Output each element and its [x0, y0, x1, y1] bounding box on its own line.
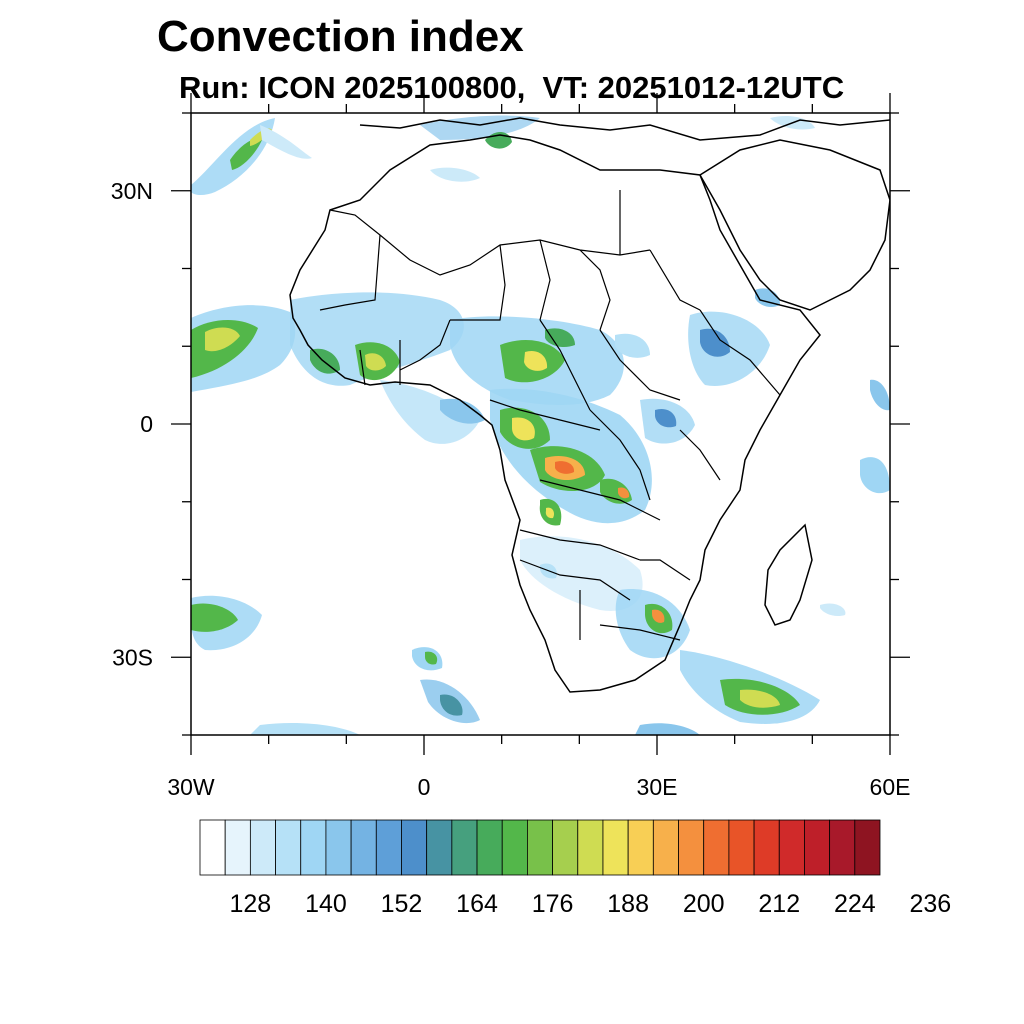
colorbar-swatch [224, 819, 251, 876]
colorbar-swatch [199, 819, 226, 876]
field-patch [250, 723, 360, 735]
madagascar-coastline [764, 523, 813, 626]
convection-field [191, 115, 890, 735]
colorbar-swatch [426, 819, 453, 876]
colorbar-swatch [602, 819, 629, 876]
field-patch [524, 350, 548, 371]
field-patch [615, 333, 650, 358]
europe-coastline [359, 117, 890, 141]
x-tick-label: 60E [870, 774, 911, 800]
africa-coastline [289, 134, 821, 693]
colorbar-swatch [527, 819, 553, 876]
coastlines [289, 117, 890, 693]
field-patch [700, 328, 730, 357]
colorbar-label: 236 [910, 890, 952, 918]
colorbar-swatch [728, 819, 755, 876]
chart-subtitle: Run: ICON 2025100800, VT: 20251012-12UTC [179, 70, 845, 105]
colorbar-label: 128 [230, 890, 272, 918]
arabia-coastline [698, 139, 890, 311]
axis-ticks: 30W 0 30E 60E 30N 0 30S [111, 93, 911, 800]
colorbar-swatch [375, 819, 402, 876]
field-patch [191, 603, 238, 632]
x-tick-label: 30W [167, 774, 215, 800]
y-tick-label: 30N [111, 178, 153, 204]
field-patch [870, 379, 890, 411]
field-patch [260, 125, 312, 159]
colorbar-label: 224 [834, 890, 876, 918]
x-tick-label: 30E [637, 774, 678, 800]
field-patch [520, 536, 643, 611]
colorbar-swatch [552, 819, 579, 876]
colorbar-label: 200 [683, 890, 725, 918]
colorbar-swatch [325, 819, 352, 876]
field-patch [545, 507, 555, 519]
colorbar-swatch [627, 819, 654, 876]
colorbar-swatch [451, 819, 478, 876]
colorbar-swatch [829, 819, 856, 876]
colorbar-swatch [476, 819, 503, 876]
field-patch [440, 398, 485, 424]
chart-title: Convection index [157, 12, 524, 61]
colorbar-swatch [804, 819, 831, 876]
colorbar-swatch [577, 819, 604, 876]
y-tick-label: 30S [112, 644, 153, 670]
colorbar-swatch [854, 819, 881, 876]
y-tick-label: 0 [140, 411, 153, 437]
field-patch [652, 609, 665, 623]
field-patch [555, 461, 575, 474]
colorbar-label: 152 [381, 890, 423, 918]
colorbar-swatch [249, 819, 276, 876]
country-borders [319, 190, 781, 641]
colorbar-swatch [350, 819, 377, 876]
field-patch [635, 723, 700, 735]
colorbar-swatch [778, 819, 805, 876]
field-patch [420, 115, 540, 140]
field-patch [820, 603, 846, 617]
field-patch [365, 353, 386, 371]
colorbar-swatch [401, 819, 428, 876]
field-patch [380, 380, 480, 444]
x-tick-label: 0 [418, 774, 431, 800]
colorbar-label: 212 [758, 890, 800, 918]
field-patch [430, 167, 480, 182]
field-patch [230, 138, 262, 170]
field-patch [425, 651, 438, 665]
colorbar-swatch [501, 819, 528, 876]
colorbar-label: 188 [607, 890, 649, 918]
colorbar: 128 140 152 164 176 188 200 212 224 236 [199, 819, 952, 918]
field-patch [618, 487, 630, 499]
colorbar-label: 140 [305, 890, 347, 918]
field-patch [512, 417, 535, 441]
field-patch [740, 689, 780, 708]
colorbar-swatch [275, 819, 302, 876]
colorbar-label: 176 [532, 890, 574, 918]
colorbar-swatch [678, 819, 705, 876]
colorbar-swatch [652, 819, 679, 876]
field-patch [860, 457, 890, 494]
colorbar-swatch [753, 819, 780, 876]
colorbar-label: 164 [456, 890, 498, 918]
colorbar-swatch [703, 819, 730, 876]
field-patch [655, 408, 677, 428]
field-patch [545, 328, 575, 348]
field-patch [205, 327, 240, 352]
colorbar-swatch [300, 819, 327, 876]
field-patch [440, 694, 463, 716]
